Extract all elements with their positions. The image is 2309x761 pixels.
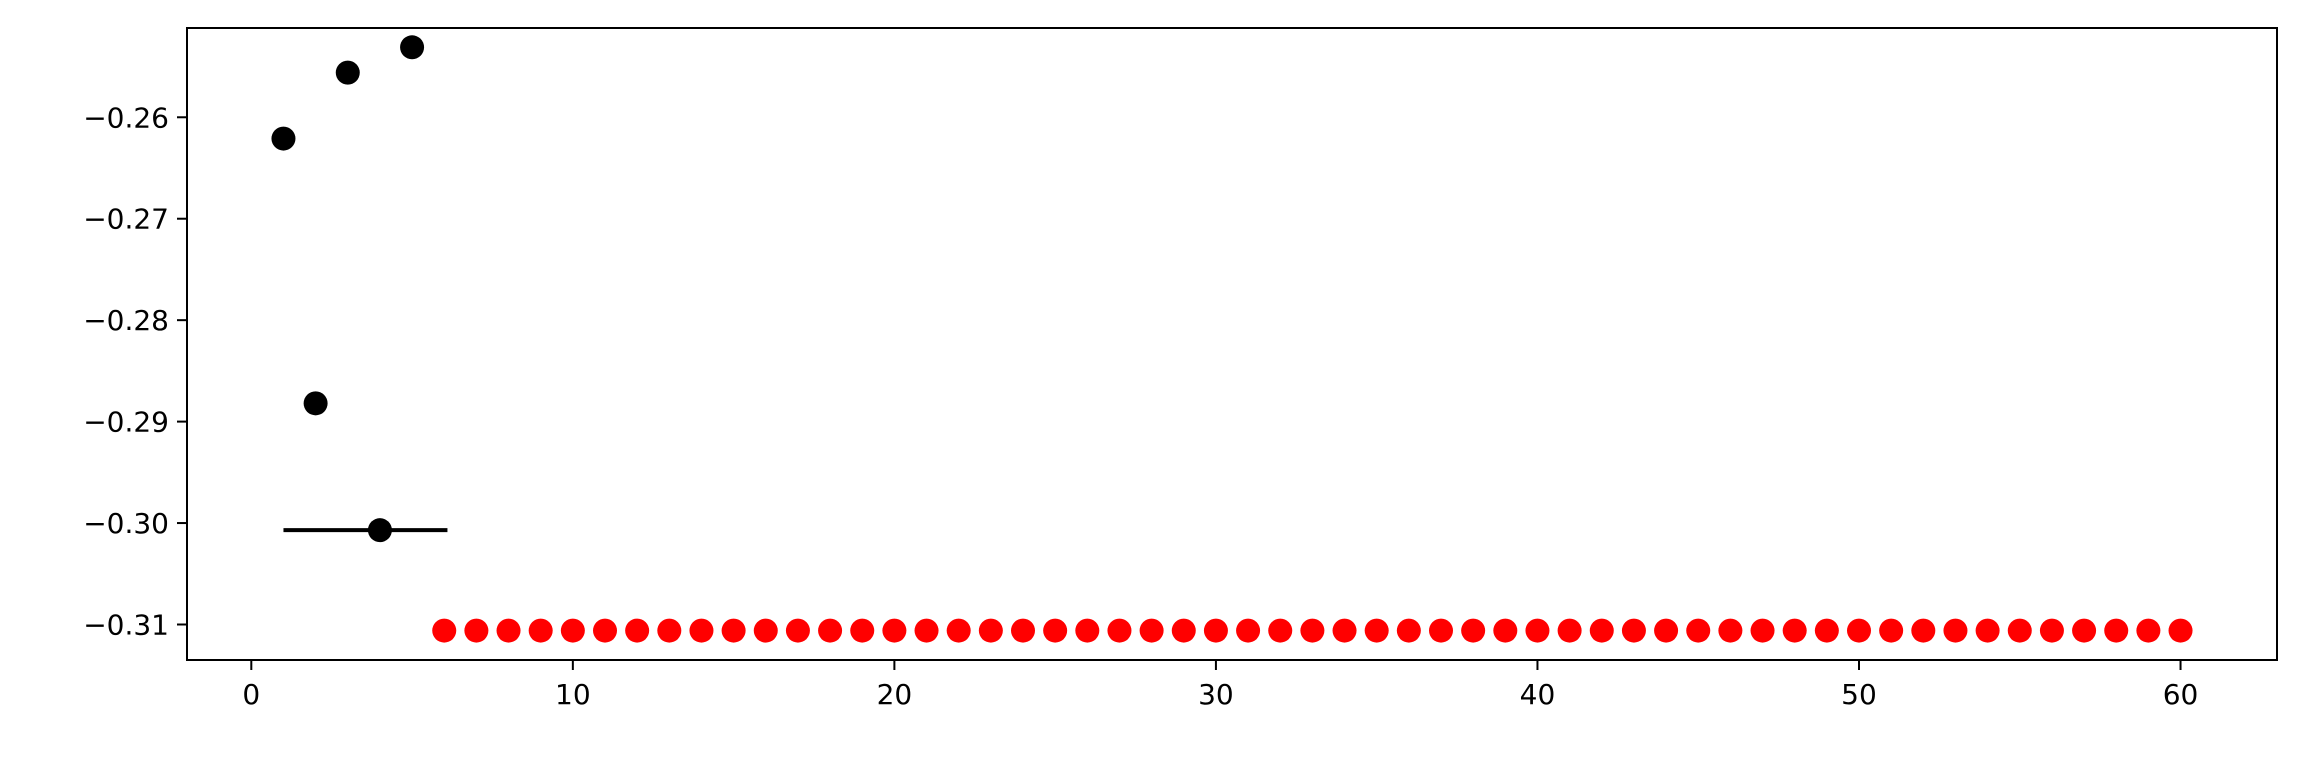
data-point-s1-1	[464, 618, 489, 643]
data-point-s0-2	[335, 60, 360, 85]
data-point-s0-4	[400, 35, 425, 60]
data-point-s1-38	[1654, 618, 1679, 643]
y-tick-label: −0.26	[83, 101, 169, 134]
data-point-s1-30	[1396, 618, 1421, 643]
data-point-s1-35	[1557, 618, 1582, 643]
data-point-s1-28	[1332, 618, 1357, 643]
data-point-s1-50	[2039, 618, 2064, 643]
data-point-s1-0	[432, 618, 457, 643]
y-tick-label: −0.30	[83, 507, 169, 540]
data-point-s1-23	[1171, 618, 1196, 643]
data-point-s1-26	[1268, 618, 1293, 643]
x-tick-label: 10	[555, 678, 591, 711]
data-point-s1-37	[1621, 618, 1646, 643]
data-point-s1-49	[2007, 618, 2032, 643]
data-point-s1-12	[818, 618, 843, 643]
y-tick-label: −0.28	[83, 304, 169, 337]
data-point-s1-31	[1429, 618, 1453, 643]
data-point-s1-16	[946, 618, 971, 643]
data-point-s1-4	[560, 618, 585, 643]
data-point-s1-17	[978, 618, 1003, 643]
data-point-s1-20	[1075, 618, 1100, 643]
x-axis: 0 10 20 30 40 50 60	[242, 660, 2198, 711]
data-point-s1-15	[914, 618, 939, 643]
data-point-s1-9	[721, 618, 746, 643]
data-point-s1-46	[1911, 618, 1936, 643]
data-point-s1-14	[882, 618, 907, 643]
data-point-s1-18	[1011, 618, 1035, 643]
data-point-s1-5	[593, 618, 617, 643]
data-point-s1-39	[1686, 618, 1711, 643]
data-point-s1-47	[1943, 618, 1968, 643]
data-point-s1-41	[1750, 618, 1775, 643]
data-point-s1-24	[1203, 618, 1228, 643]
data-point-s1-54	[2168, 618, 2193, 643]
x-tick-label: 30	[1198, 678, 1234, 711]
data-point-s1-44	[1847, 618, 1871, 643]
data-point-s1-29	[1364, 618, 1389, 643]
data-point-s1-42	[1782, 618, 1807, 643]
data-point-s1-8	[689, 618, 714, 643]
data-point-s1-3	[528, 618, 553, 643]
data-point-s1-33	[1493, 618, 1518, 643]
data-point-s1-6	[625, 618, 650, 643]
y-axis: −0.26 −0.27 −0.28 −0.29 −0.30 −0.31	[83, 101, 187, 641]
data-point-s1-22	[1139, 618, 1164, 643]
x-tick-label: 40	[1520, 678, 1556, 711]
data-point-s0-1	[303, 391, 328, 416]
data-point-s1-32	[1461, 618, 1486, 643]
data-point-s1-36	[1589, 618, 1614, 643]
data-point-s1-43	[1814, 618, 1839, 643]
data-point-s1-27	[1300, 618, 1325, 643]
y-tick-label: −0.29	[83, 406, 169, 439]
plot-area	[271, 35, 2193, 643]
data-point-s1-2	[496, 618, 521, 643]
x-tick-label: 20	[877, 678, 913, 711]
x-tick-label: 0	[242, 678, 260, 711]
data-point-s1-53	[2136, 618, 2161, 643]
y-tick-label: −0.27	[83, 203, 169, 236]
y-tick-label: −0.31	[83, 608, 169, 641]
data-point-s1-10	[753, 618, 778, 643]
data-point-s1-13	[850, 618, 875, 643]
data-point-s1-52	[2104, 618, 2129, 643]
data-point-s1-11	[785, 618, 810, 643]
data-point-s1-51	[2072, 618, 2097, 643]
data-point-s1-34	[1525, 618, 1550, 643]
x-tick-label: 60	[2163, 678, 2199, 711]
data-point-s1-48	[1975, 618, 2000, 643]
data-point-s0-0	[271, 126, 296, 151]
data-point-s1-25	[1236, 618, 1261, 643]
data-point-s0-3	[367, 518, 392, 543]
x-tick-label: 50	[1841, 678, 1877, 711]
axes-frame	[186, 27, 2278, 661]
data-point-s1-45	[1879, 618, 1904, 643]
data-point-s1-7	[657, 618, 682, 643]
data-point-s1-21	[1107, 618, 1132, 643]
data-point-s1-19	[1043, 618, 1068, 643]
data-point-s1-40	[1718, 618, 1743, 643]
